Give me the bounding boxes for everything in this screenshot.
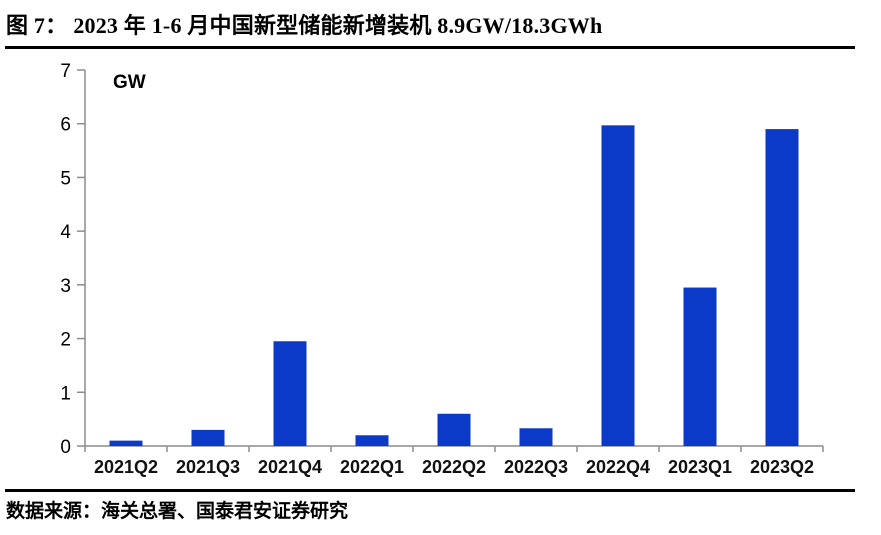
- bar-2023Q2: [765, 129, 799, 446]
- y-tick-label: 6: [60, 115, 71, 136]
- bar-2021Q3: [191, 429, 225, 446]
- x-tick-label: 2022Q2: [422, 457, 486, 477]
- bar-2022Q2: [437, 413, 471, 446]
- x-tick-label: 2022Q3: [504, 457, 568, 477]
- bar-2022Q4: [601, 125, 635, 446]
- x-tick-label: 2022Q1: [340, 457, 404, 477]
- y-tick-label: 2: [60, 330, 71, 351]
- bar-2022Q1: [355, 435, 389, 446]
- y-tick-label: 7: [60, 61, 71, 82]
- bar-2021Q2: [109, 440, 143, 446]
- x-tick-label: 2022Q4: [586, 457, 650, 477]
- title-underline: [5, 46, 855, 49]
- footer-rule: [5, 489, 855, 492]
- bar-2021Q4: [273, 341, 307, 446]
- y-tick-label: 5: [60, 168, 71, 189]
- x-tick-label: 2023Q2: [750, 457, 814, 477]
- y-tick-label: 4: [60, 222, 71, 243]
- x-tick-label: 2023Q1: [668, 457, 732, 477]
- figure-title: 图 7： 2023 年 1-6 月中国新型储能新增装机 8.9GW/18.3GWh: [6, 8, 866, 40]
- figure-title-text: 2023 年 1-6 月中国新型储能新增装机 8.9GW/18.3GWh: [73, 13, 603, 38]
- x-tick-label: 2021Q3: [176, 457, 240, 477]
- bar-2023Q1: [683, 287, 717, 446]
- y-axis-unit-label: GW: [113, 72, 146, 93]
- y-tick-label: 3: [60, 276, 71, 297]
- y-tick-label: 0: [60, 437, 71, 458]
- bar-2022Q3: [519, 428, 553, 446]
- y-tick-label: 1: [60, 383, 71, 404]
- x-tick-label: 2021Q4: [258, 457, 322, 477]
- data-source: 数据来源：海关总署、国泰君安证券研究: [6, 501, 349, 522]
- bar-chart: 0 1 2 3 4 5 6 7 2021Q2 2021Q3 2021Q4 2022Q1 2022Q2 20…: [60, 61, 824, 477]
- figure-number-label: 图 7：: [6, 13, 68, 38]
- x-tick-label: 2021Q2: [94, 457, 158, 477]
